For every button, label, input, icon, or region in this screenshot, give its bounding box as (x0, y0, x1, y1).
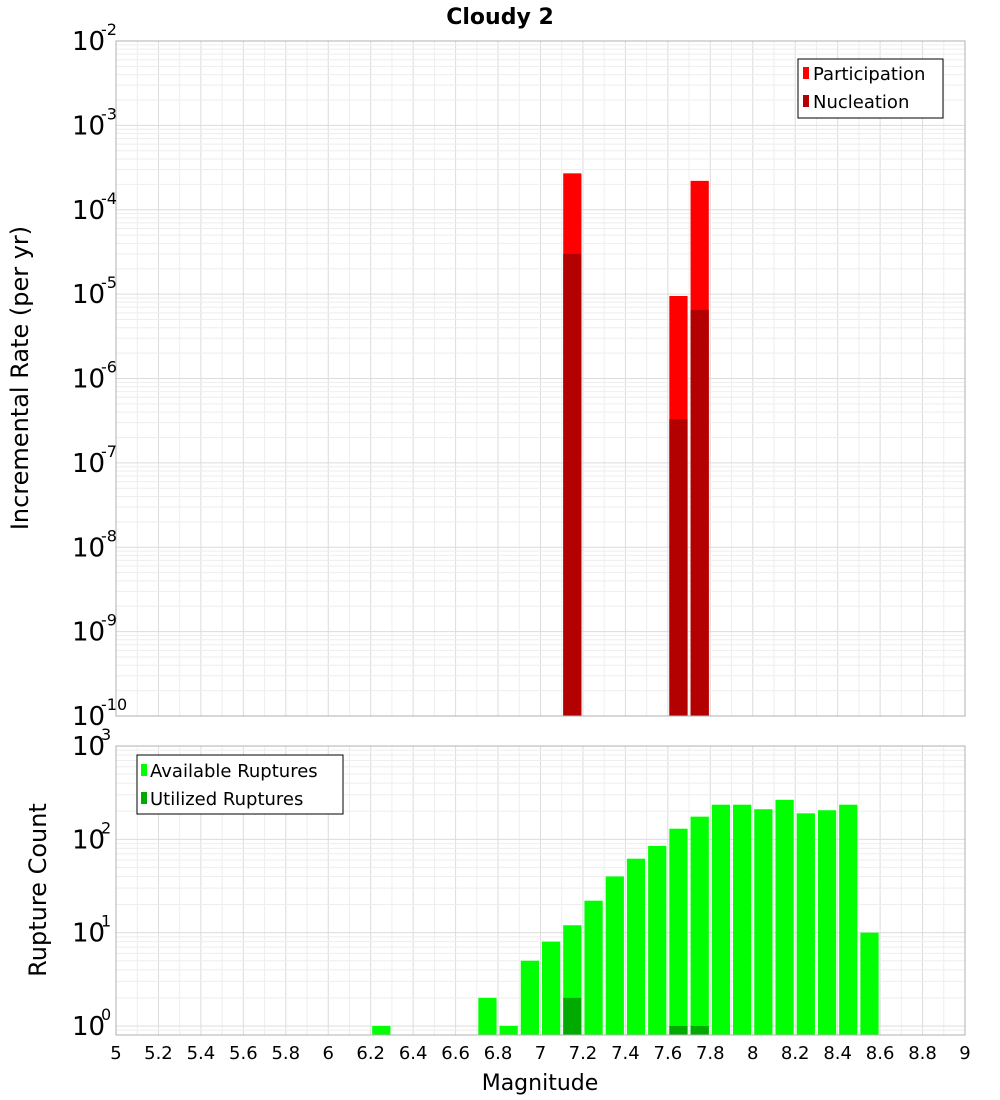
y-tick-label: 10 (72, 449, 105, 479)
bar-available-ruptures (542, 941, 561, 1035)
legend-swatch-nucleation (803, 95, 809, 107)
legend-label-utilized: Utilized Ruptures (150, 789, 303, 810)
y-tick-exponent: -6 (101, 358, 117, 377)
legend-swatch-available (141, 764, 147, 776)
x-tick-label: 8.6 (866, 1043, 895, 1064)
y-tick-label: 10 (72, 1012, 105, 1042)
chart-title: Cloudy 2 (446, 5, 554, 30)
y-tick-exponent: -2 (101, 20, 117, 39)
bar-available-ruptures (754, 809, 773, 1035)
bar-available-ruptures (626, 858, 646, 1035)
x-tick-label: 7.4 (611, 1043, 640, 1064)
x-tick-label: 8.4 (823, 1043, 852, 1064)
x-axis-label: Magnitude (482, 1071, 599, 1096)
bar-available-ruptures (860, 932, 879, 1035)
bar-available-ruptures (584, 900, 603, 1035)
rate-y-axis-label: Incremental Rate (per yr) (6, 226, 34, 530)
y-tick-label: 10 (72, 919, 105, 949)
x-tick-label: 7 (535, 1043, 546, 1064)
x-tick-label: 6.2 (356, 1043, 385, 1064)
legend-label-participation: Participation (813, 64, 925, 85)
bar-available-ruptures (605, 876, 624, 1035)
x-tick-label: 6.8 (484, 1043, 513, 1064)
y-tick-exponent: 2 (101, 818, 111, 837)
bar-nucleation (690, 309, 709, 716)
count-bars (372, 799, 879, 1035)
bar-utilized-ruptures (669, 1025, 688, 1035)
x-ticks: 5 5.2 5.4 5.6 5.8 6 6.2 6.4 6.6 6.8 7 7.2 7.4 7.6 7.8 8… (110, 1043, 970, 1064)
y-tick-label: 10 (72, 27, 105, 57)
y-tick-label: 10 (72, 618, 105, 648)
count-legend-box (136, 754, 344, 815)
rate-gridlines (115, 40, 966, 717)
x-tick-label: 6.6 (441, 1043, 470, 1064)
x-tick-label: 8 (747, 1043, 758, 1064)
x-tick-label: 6.4 (399, 1043, 428, 1064)
x-tick-label: 8.2 (781, 1043, 810, 1064)
bar-available-ruptures (796, 813, 815, 1035)
y-tick-exponent: 0 (101, 1005, 111, 1024)
legend-swatch-utilized (141, 792, 147, 804)
x-tick-label: 5 (110, 1043, 121, 1064)
x-tick-label: 8.8 (908, 1043, 937, 1064)
x-tick-label: 5.8 (271, 1043, 300, 1064)
y-tick-label: 10 (72, 280, 105, 310)
rate-legend-box (797, 58, 944, 119)
y-tick-exponent: -4 (101, 189, 117, 208)
y-tick-exponent: -7 (101, 442, 117, 461)
y-tick-exponent: -10 (101, 695, 127, 714)
bar-available-ruptures (478, 997, 497, 1035)
bar-available-ruptures (520, 960, 539, 1035)
y-tick-label: 10 (72, 111, 105, 141)
count-y-axis-label: Rupture Count (24, 803, 52, 977)
y-tick-label: 10 (72, 533, 105, 563)
x-tick-label: 5.2 (144, 1043, 173, 1064)
bar-available-ruptures (733, 804, 752, 1035)
bar-available-ruptures (711, 804, 731, 1035)
legend-swatch-participation (803, 67, 809, 79)
x-tick-label: 7.6 (654, 1043, 683, 1064)
bar-utilized-ruptures (563, 997, 582, 1035)
bar-utilized-ruptures (690, 1025, 709, 1035)
bar-available-ruptures (499, 1025, 518, 1035)
x-tick-label: 7.8 (696, 1043, 725, 1064)
y-tick-exponent: -3 (101, 104, 117, 123)
x-tick-label: 7.2 (569, 1043, 598, 1064)
count-legend: Available Ruptures Utilized Ruptures (136, 754, 344, 815)
y-tick-label: 10 (72, 196, 105, 226)
bar-available-ruptures (817, 810, 837, 1035)
y-tick-label: 10 (72, 732, 105, 762)
bar-nucleation (563, 253, 582, 716)
x-tick-label: 5.6 (229, 1043, 258, 1064)
bar-available-ruptures (775, 799, 794, 1035)
bar-available-ruptures (690, 816, 709, 1035)
rate-bars (563, 173, 709, 716)
bar-available-ruptures (372, 1025, 391, 1035)
bar-available-ruptures (839, 804, 858, 1035)
rate-legend: Participation Nucleation (797, 58, 944, 119)
y-tick-exponent: 3 (101, 725, 111, 744)
x-tick-label: 5.4 (187, 1043, 216, 1064)
y-tick-label: 10 (72, 365, 105, 395)
y-tick-exponent: -8 (101, 526, 117, 545)
y-tick-exponent: -5 (101, 273, 117, 292)
bar-available-ruptures (669, 828, 688, 1035)
y-tick-exponent: -9 (101, 611, 117, 630)
legend-label-available: Available Ruptures (150, 761, 318, 782)
x-tick-label: 6 (323, 1043, 334, 1064)
bar-available-ruptures (648, 845, 667, 1035)
x-tick-label: 9 (959, 1043, 970, 1064)
bar-nucleation (669, 419, 688, 716)
y-tick-exponent: 1 (101, 912, 111, 931)
y-tick-label: 10 (72, 825, 105, 855)
y-tick-label: 10 (72, 702, 105, 732)
legend-label-nucleation: Nucleation (813, 92, 909, 113)
